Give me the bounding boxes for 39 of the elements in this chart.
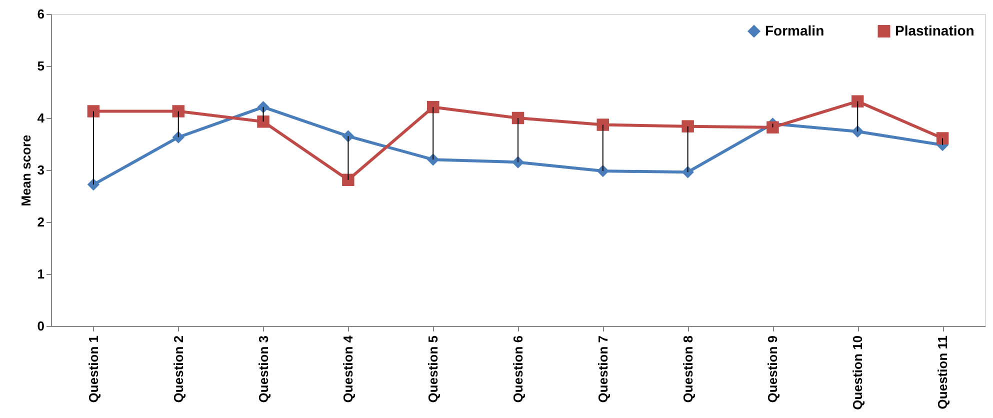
point xyxy=(172,131,184,144)
x-tick-label: Question 9 xyxy=(765,336,780,403)
y-axis-title: Mean score xyxy=(18,134,34,206)
x-tick-label: Question 4 xyxy=(340,334,356,403)
x-tick-label: Question 11 xyxy=(935,336,950,410)
point xyxy=(87,178,100,191)
point xyxy=(596,164,610,178)
point xyxy=(936,132,949,144)
legend-label: Plastination xyxy=(895,22,974,38)
point xyxy=(342,174,354,186)
y-tick-label: 6 xyxy=(37,6,44,22)
x-tick-label: Question 10 xyxy=(850,336,866,410)
y-tick-label: 4 xyxy=(37,110,46,126)
y-tick-label: 2 xyxy=(37,214,44,230)
point xyxy=(426,100,440,114)
x-tick-label: Question 7 xyxy=(595,336,610,403)
legend-label: Formalin xyxy=(765,22,824,38)
point xyxy=(852,125,864,138)
x-tick-label: Question 2 xyxy=(170,336,186,403)
x-tick-label: Question 8 xyxy=(680,336,696,403)
x-tick-label: Question 3 xyxy=(256,336,271,403)
y-tick-label: 3 xyxy=(37,162,44,178)
y-tick-label: 5 xyxy=(37,58,44,74)
x-tick-label: Question 5 xyxy=(426,336,441,403)
point xyxy=(596,118,610,131)
point xyxy=(342,130,354,142)
x-tick-label: Question 6 xyxy=(510,336,526,403)
point xyxy=(682,166,694,178)
point xyxy=(172,105,184,118)
y-tick-label: 1 xyxy=(37,266,44,282)
point xyxy=(766,121,779,134)
point xyxy=(257,116,270,128)
point xyxy=(852,95,864,108)
point xyxy=(87,105,100,118)
point xyxy=(512,112,524,124)
point xyxy=(682,120,694,132)
point xyxy=(426,153,440,166)
y-tick-label: 0 xyxy=(37,318,44,334)
x-tick-label: Question 1 xyxy=(86,336,101,403)
